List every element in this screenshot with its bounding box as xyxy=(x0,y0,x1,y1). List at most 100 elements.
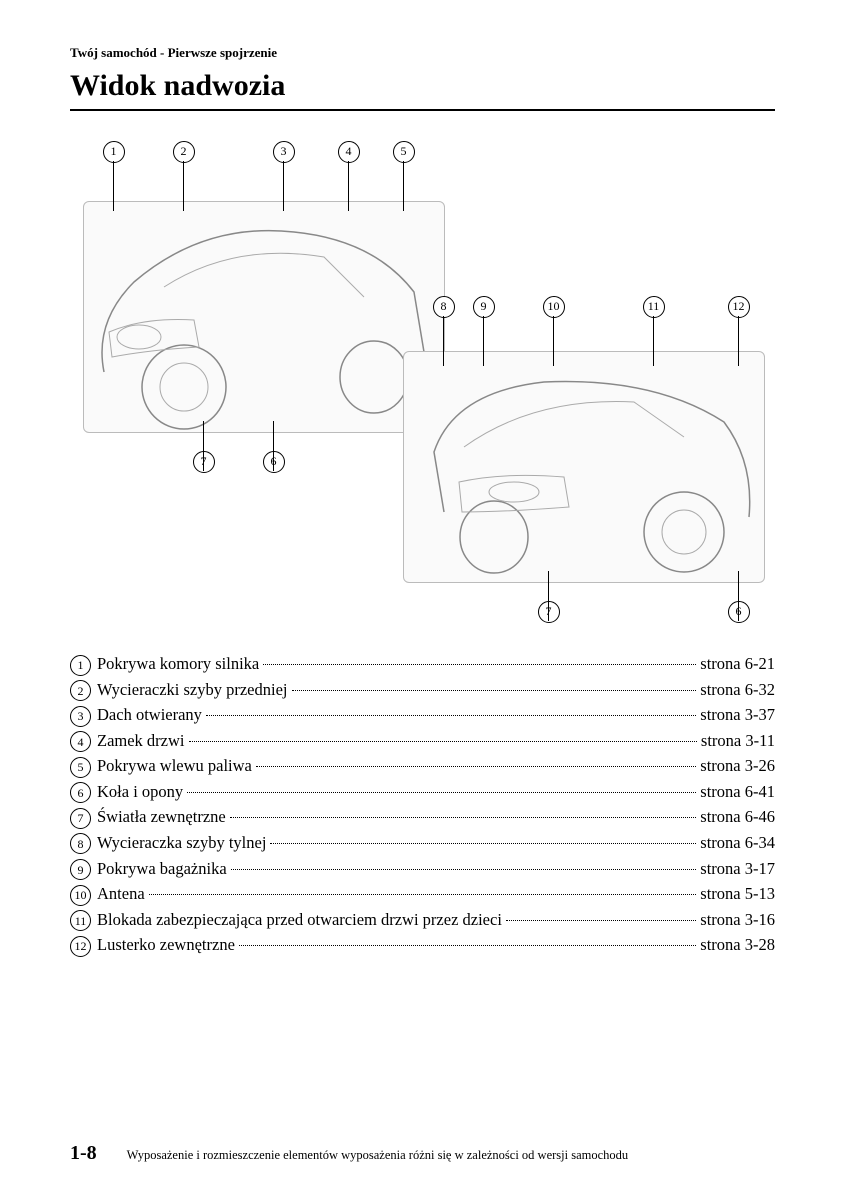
callout-leader-line xyxy=(653,316,654,366)
toc-item-number: 4 xyxy=(70,731,91,752)
page-title: Widok nadwozia xyxy=(70,69,775,103)
toc-item-number: 3 xyxy=(70,706,91,727)
toc-leader-dots xyxy=(292,690,697,691)
breadcrumb: Twój samochód - Pierwsze spojrzenie xyxy=(70,45,775,61)
toc-leader-dots xyxy=(270,843,696,844)
toc-item-label: Pokrywa bagażnika xyxy=(97,856,227,882)
toc-leader-dots xyxy=(189,741,697,742)
toc-leader-dots xyxy=(231,869,697,870)
diagram-callout: 1 xyxy=(103,141,125,163)
toc-leader-dots xyxy=(149,894,697,895)
diagram-callout: 11 xyxy=(643,296,665,318)
toc-item-page: strona 3-28 xyxy=(700,932,775,958)
toc-leader-dots xyxy=(206,715,696,716)
toc-leader-dots xyxy=(263,664,696,665)
toc-leader-dots xyxy=(187,792,696,793)
callout-leader-line xyxy=(443,316,444,366)
diagram-callout: 8 xyxy=(433,296,455,318)
toc-item-label: Antena xyxy=(97,881,145,907)
toc-item: 1 Pokrywa komory silnika strona 6-21 xyxy=(70,651,775,677)
diagram-callout: 10 xyxy=(543,296,565,318)
diagram-callout: 7 xyxy=(538,601,560,623)
car-rear-view xyxy=(403,351,765,583)
callout-leader-line xyxy=(738,316,739,366)
page-header: Twój samochód - Pierwsze spojrzenie Wido… xyxy=(70,45,775,111)
diagram-callout: 6 xyxy=(728,601,750,623)
car-front-svg xyxy=(84,202,444,432)
callout-leader-line xyxy=(348,161,349,211)
toc-item-number: 6 xyxy=(70,782,91,803)
diagram-callout: 6 xyxy=(263,451,285,473)
toc-item-number: 2 xyxy=(70,680,91,701)
toc-item: 6 Koła i opony strona 6-41 xyxy=(70,779,775,805)
toc-item-number: 5 xyxy=(70,757,91,778)
toc-item-page: strona 3-16 xyxy=(700,907,775,933)
parts-index-list: 1 Pokrywa komory silnika strona 6-21 2 Wycie… xyxy=(70,651,775,958)
toc-item-number: 1 xyxy=(70,655,91,676)
page-footer: 1-8 Wyposażenie i rozmieszczenie element… xyxy=(70,1142,775,1165)
toc-item: 10 Antena strona 5-13 xyxy=(70,881,775,907)
car-front-view xyxy=(83,201,445,433)
toc-item-label: Zamek drzwi xyxy=(97,728,185,754)
toc-item-label: Lusterko zewnętrzne xyxy=(97,932,235,958)
toc-item: 12 Lusterko zewnętrzne strona 3-28 xyxy=(70,932,775,958)
toc-item-label: Koła i opony xyxy=(97,779,183,805)
toc-item: 3 Dach otwierany strona 3-37 xyxy=(70,702,775,728)
toc-item: 2 Wycieraczki szyby przedniej strona 6-32 xyxy=(70,677,775,703)
toc-leader-dots xyxy=(506,920,696,921)
callout-leader-line xyxy=(403,161,404,211)
callout-leader-line xyxy=(183,161,184,211)
callout-leader-line xyxy=(483,316,484,366)
toc-item-label: Światła zewnętrzne xyxy=(97,804,226,830)
toc-item-label: Wycieraczka szyby tylnej xyxy=(97,830,266,856)
callout-leader-line xyxy=(283,161,284,211)
toc-item-label: Pokrywa komory silnika xyxy=(97,651,259,677)
toc-item-label: Wycieraczki szyby przedniej xyxy=(97,677,288,703)
toc-item-label: Pokrywa wlewu paliwa xyxy=(97,753,252,779)
toc-item-number: 12 xyxy=(70,936,91,957)
toc-leader-dots xyxy=(230,817,697,818)
toc-item-number: 8 xyxy=(70,833,91,854)
toc-item-page: strona 3-37 xyxy=(700,702,775,728)
manual-page: Twój samochód - Pierwsze spojrzenie Wido… xyxy=(0,0,845,1200)
callout-leader-line xyxy=(273,421,274,471)
callout-leader-line xyxy=(553,316,554,366)
toc-item-page: strona 3-26 xyxy=(700,753,775,779)
title-divider xyxy=(70,109,775,111)
toc-item-page: strona 6-46 xyxy=(700,804,775,830)
toc-leader-dots xyxy=(256,766,696,767)
toc-item-number: 11 xyxy=(70,910,91,931)
callout-leader-line xyxy=(738,571,739,621)
diagram-callout: 3 xyxy=(273,141,295,163)
diagram-callout: 9 xyxy=(473,296,495,318)
toc-item: 4 Zamek drzwi strona 3-11 xyxy=(70,728,775,754)
car-rear-svg xyxy=(404,352,764,582)
diagram-callout: 12 xyxy=(728,296,750,318)
callout-leader-line xyxy=(203,421,204,471)
callout-leader-line xyxy=(113,161,114,211)
toc-item-number: 7 xyxy=(70,808,91,829)
toc-item-label: Blokada zabezpieczająca przed otwarciem … xyxy=(97,907,502,933)
toc-item-page: strona 3-17 xyxy=(700,856,775,882)
toc-item: 8 Wycieraczka szyby tylnej strona 6-34 xyxy=(70,830,775,856)
toc-item-page: strona 6-21 xyxy=(700,651,775,677)
toc-item-number: 9 xyxy=(70,859,91,880)
callout-leader-line xyxy=(548,571,549,621)
toc-item: 9 Pokrywa bagażnika strona 3-17 xyxy=(70,856,775,882)
toc-item-page: strona 5-13 xyxy=(700,881,775,907)
toc-item-page: strona 3-11 xyxy=(701,728,775,754)
toc-item-page: strona 6-34 xyxy=(700,830,775,856)
toc-item-label: Dach otwierany xyxy=(97,702,202,728)
toc-item: 5 Pokrywa wlewu paliwa strona 3-26 xyxy=(70,753,775,779)
toc-item-number: 10 xyxy=(70,885,91,906)
diagram-callout: 2 xyxy=(173,141,195,163)
toc-item-page: strona 6-41 xyxy=(700,779,775,805)
diagram-callout: 5 xyxy=(393,141,415,163)
diagram-callout: 7 xyxy=(193,451,215,473)
toc-leader-dots xyxy=(239,945,696,946)
footer-note: Wyposażenie i rozmieszczenie elementów w… xyxy=(127,1148,628,1163)
toc-item: 7 Światła zewnętrzne strona 6-46 xyxy=(70,804,775,830)
toc-item-page: strona 6-32 xyxy=(700,677,775,703)
toc-item: 11 Blokada zabezpieczająca przed otwarcie… xyxy=(70,907,775,933)
page-number: 1-8 xyxy=(70,1142,97,1165)
